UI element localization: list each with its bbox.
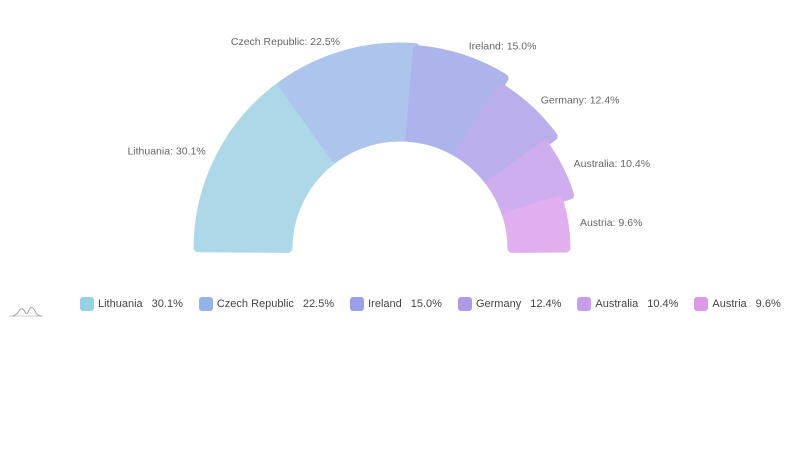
- pie-label-czech-republic: Czech Republic: 22.5%: [231, 36, 340, 48]
- legend-value: 9.6%: [755, 298, 781, 310]
- legend-name: Germany: [475, 298, 522, 310]
- pie-slice-germany[interactable]: [454, 83, 558, 188]
- pie-label-lithuania: Lithuania: 30.1%: [127, 146, 205, 158]
- pie-label-australia: Australia: 10.4%: [574, 158, 650, 170]
- legend-item-australia[interactable]: Australia 10.4%: [577, 297, 678, 311]
- legend-name: Austria: [712, 298, 747, 310]
- legend-swatch: [198, 297, 213, 311]
- legend-value: 30.1%: [151, 298, 183, 310]
- legend-swatch: [694, 297, 709, 311]
- pie-slice-austria[interactable]: [502, 196, 571, 253]
- legend-item-germany[interactable]: Germany 12.4%: [457, 297, 562, 311]
- legend-item-austria[interactable]: Austria 9.6%: [694, 297, 781, 311]
- legend-item-lithuania[interactable]: Lithuania 30.1%: [80, 297, 183, 311]
- pie-labels: Lithuania: 30.1% Czech Republic: 22.5% Ire…: [127, 36, 650, 229]
- pie-slice-ireland[interactable]: [405, 45, 509, 158]
- legend-swatch: [80, 297, 94, 311]
- pie-label-austria: Austria: 9.6%: [580, 217, 642, 229]
- semicircle-pie-chart: Lithuania: 30.1% Czech Republic: 22.5% Ire…: [127, 36, 650, 253]
- pie-label-germany: Germany: 12.4%: [541, 94, 620, 106]
- legend-name: Ireland: [368, 298, 402, 310]
- amcharts-logo-icon: [9, 307, 43, 317]
- pie-label-ireland: Ireland: 15.0%: [469, 41, 537, 53]
- legend-item-czech-republic[interactable]: Czech Republic 22.5%: [198, 297, 335, 311]
- legend-name: Czech Republic: [216, 298, 294, 310]
- legend-value: 15.0%: [410, 298, 442, 310]
- legend-name: Australia: [595, 298, 639, 310]
- legend-value: 10.4%: [647, 298, 679, 310]
- legend-swatch: [457, 297, 472, 311]
- legend-swatch: [350, 297, 365, 311]
- chart-legend: Lithuania 30.1% Czech Republic 22.5% Ireland…: [80, 297, 797, 311]
- legend-name: Lithuania: [98, 298, 143, 310]
- legend-swatch: [577, 297, 592, 311]
- legend-item-ireland[interactable]: Ireland 15.0%: [350, 297, 442, 311]
- legend-value: 12.4%: [530, 298, 562, 310]
- pie-slice-australia[interactable]: [486, 140, 575, 220]
- pie-slices: [193, 42, 575, 253]
- legend-value: 22.5%: [302, 298, 335, 310]
